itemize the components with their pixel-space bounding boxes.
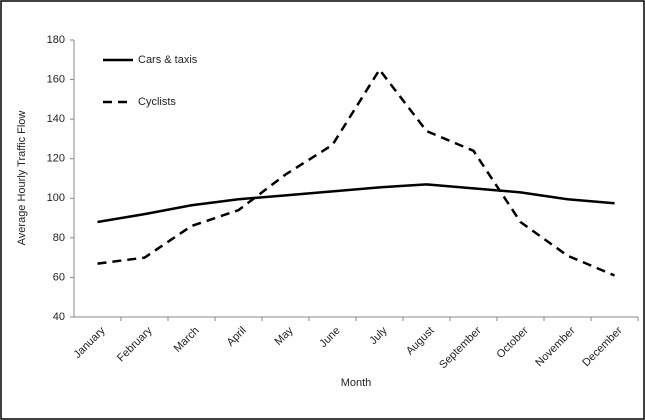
x-axis-label: Month: [341, 377, 372, 389]
legend-label: Cars & taxis: [138, 54, 198, 66]
y-tick-label: 160: [47, 73, 65, 85]
y-tick-label: 60: [53, 271, 65, 283]
series-line: [97, 67, 615, 277]
y-tick-label: 40: [53, 311, 65, 323]
series-line: [97, 183, 615, 224]
y-axis-label: Average Hourly Traffic Flow: [16, 111, 28, 246]
legend-label: Cyclists: [138, 96, 176, 108]
y-tick-label: 80: [53, 232, 65, 244]
y-tick-label: 100: [47, 192, 65, 204]
y-tick-label: 120: [47, 153, 65, 165]
y-tick-label: 180: [47, 34, 65, 46]
y-tick-label: 140: [47, 113, 65, 125]
